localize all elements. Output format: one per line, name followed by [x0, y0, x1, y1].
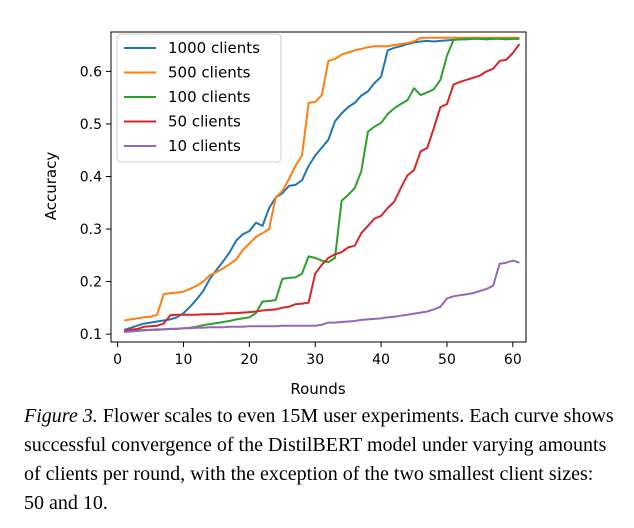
legend-label-2: 100 clients [168, 88, 251, 106]
series-line-1 [124, 36, 520, 322]
y-tick-label-0: 0.1 [80, 327, 102, 343]
y-tick-label-3: 0.4 [80, 169, 102, 185]
y-axis-label: Accuracy [42, 152, 60, 221]
series-line-4 [124, 259, 520, 333]
y-tick-label-5: 0.6 [80, 64, 102, 80]
series-line-3 [124, 43, 521, 332]
x-tick-label-6: 60 [504, 352, 522, 368]
y-tick-label-4: 0.5 [80, 117, 102, 133]
accuracy-line-chart: Accuracy Rounds 0 10 20 30 40 50 60 0.1 0.2 0.3 0.… [42, 31, 527, 398]
legend-label-4: 10 clients [168, 137, 241, 155]
legend: 1000 clients 500 clients 100 clients 50 cli… [116, 33, 282, 163]
caption-text: Flower scales to even 15M user experimen… [24, 405, 614, 514]
caption-label: Figure 3. [24, 405, 98, 427]
legend-box [116, 33, 282, 163]
x-tick-label-4: 40 [372, 352, 390, 368]
x-axis-label: Rounds [290, 380, 345, 398]
x-tick-label-2: 20 [240, 352, 258, 368]
x-tick-label-3: 30 [306, 352, 324, 368]
legend-label-0: 1000 clients [168, 39, 260, 57]
y-tick-label-2: 0.3 [80, 222, 102, 238]
x-tick-label-0: 0 [113, 352, 122, 368]
legend-label-3: 50 clients [168, 113, 241, 131]
y-tick-label-1: 0.2 [80, 275, 102, 291]
x-tick-label-5: 50 [438, 352, 456, 368]
legend-label-1: 500 clients [168, 64, 251, 82]
x-tick-label-1: 10 [175, 352, 193, 368]
figure-caption: Figure 3. Flower scales to even 15M user… [24, 402, 614, 518]
plot-frame [110, 31, 527, 343]
